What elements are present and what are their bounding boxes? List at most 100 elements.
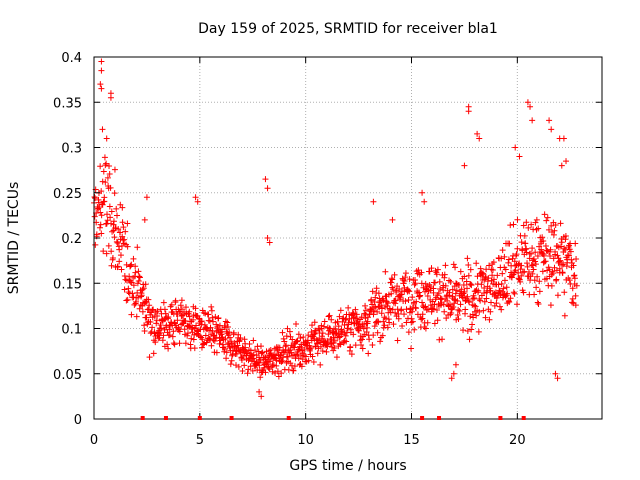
data-point xyxy=(557,243,564,250)
gap-marker xyxy=(163,416,168,420)
data-point xyxy=(372,294,379,301)
data-point xyxy=(124,220,131,227)
data-point xyxy=(106,171,113,178)
data-point xyxy=(289,336,296,343)
data-point xyxy=(544,214,551,221)
data-point xyxy=(539,268,546,275)
data-point xyxy=(328,316,335,323)
data-point xyxy=(468,282,475,289)
data-point xyxy=(127,262,134,269)
y-tick-label: 0.1 xyxy=(61,323,82,338)
data-point xyxy=(258,350,265,357)
data-point xyxy=(309,322,316,329)
data-point xyxy=(506,240,513,247)
data-point xyxy=(487,287,494,294)
data-points xyxy=(91,58,580,400)
data-point xyxy=(208,303,215,310)
data-point xyxy=(408,308,415,315)
data-point xyxy=(139,308,146,315)
data-point xyxy=(146,302,153,309)
data-point xyxy=(115,225,122,232)
data-point xyxy=(345,319,352,326)
gap-marker xyxy=(197,416,202,420)
data-point xyxy=(476,135,483,142)
data-point xyxy=(335,323,342,330)
data-point xyxy=(330,347,337,354)
data-point xyxy=(237,349,244,356)
data-point xyxy=(190,316,197,323)
data-point xyxy=(538,246,545,253)
data-point xyxy=(424,319,431,326)
data-point xyxy=(238,357,245,364)
data-point xyxy=(509,272,516,279)
data-point xyxy=(411,326,418,333)
data-point xyxy=(483,295,490,302)
data-point xyxy=(515,269,522,276)
data-point xyxy=(110,218,117,225)
data-point xyxy=(529,245,536,252)
data-point xyxy=(171,341,178,348)
data-point xyxy=(529,117,536,124)
data-point xyxy=(465,108,472,115)
data-point xyxy=(494,272,501,279)
data-point xyxy=(197,318,204,325)
x-tick-label: 5 xyxy=(196,433,204,448)
data-point xyxy=(450,370,457,377)
data-point xyxy=(107,94,114,101)
data-point xyxy=(514,216,521,223)
data-point xyxy=(258,393,265,400)
data-point xyxy=(384,300,391,307)
data-point xyxy=(482,314,489,321)
data-point xyxy=(461,289,468,296)
data-point xyxy=(405,296,412,303)
data-point xyxy=(406,276,413,283)
data-point xyxy=(198,344,205,351)
data-point xyxy=(520,222,527,229)
data-point xyxy=(98,212,105,219)
data-point xyxy=(200,341,207,348)
data-point xyxy=(560,261,567,268)
data-point xyxy=(463,285,470,292)
data-point xyxy=(333,354,340,361)
data-point xyxy=(377,338,384,345)
data-point xyxy=(319,335,326,342)
data-point xyxy=(302,353,309,360)
data-point xyxy=(568,299,575,306)
data-point xyxy=(530,256,537,263)
data-point xyxy=(128,261,135,268)
data-point xyxy=(133,313,140,320)
data-point xyxy=(124,296,131,303)
y-tick-label: 0.15 xyxy=(53,277,82,292)
data-point xyxy=(408,345,415,352)
data-point xyxy=(140,285,147,292)
data-point xyxy=(239,367,246,374)
data-point xyxy=(283,333,290,340)
data-point xyxy=(439,336,446,343)
data-point xyxy=(548,222,555,229)
y-tick-label: 0.05 xyxy=(53,368,82,383)
data-point xyxy=(422,303,429,310)
data-point xyxy=(450,304,457,311)
data-point xyxy=(518,262,525,269)
data-point xyxy=(96,224,103,231)
data-point xyxy=(293,352,300,359)
data-point xyxy=(524,260,531,267)
data-point xyxy=(460,290,467,297)
data-point xyxy=(278,358,285,365)
data-point xyxy=(501,253,508,260)
data-point xyxy=(127,279,134,286)
data-point xyxy=(279,329,286,336)
data-point xyxy=(275,373,282,380)
data-point xyxy=(142,281,149,288)
data-point xyxy=(191,345,198,352)
data-point xyxy=(202,332,209,339)
data-point xyxy=(281,338,288,345)
data-point xyxy=(390,286,397,293)
data-point xyxy=(222,335,229,342)
data-point xyxy=(92,241,99,248)
data-point xyxy=(542,258,549,265)
data-point xyxy=(467,266,474,273)
data-point xyxy=(402,298,409,305)
data-point xyxy=(455,316,462,323)
data-point xyxy=(149,324,156,331)
